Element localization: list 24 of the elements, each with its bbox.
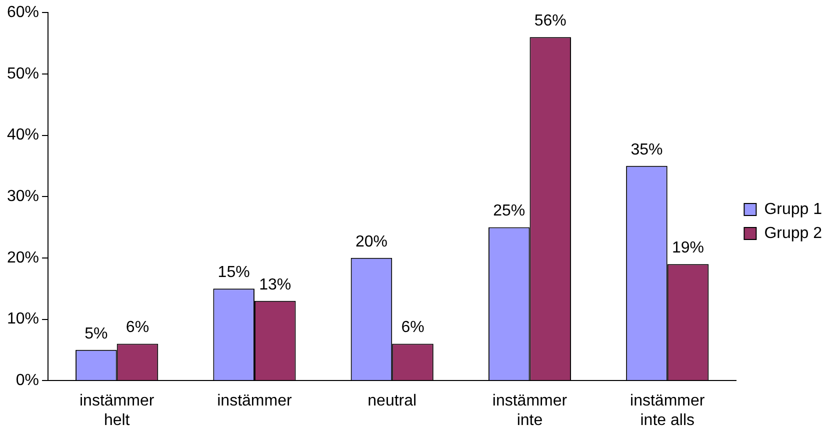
x-tick-label: neutral xyxy=(368,392,417,410)
legend-label: Grupp 2 xyxy=(764,224,822,242)
y-tick-label: 60% xyxy=(6,4,40,22)
y-tick-label: 50% xyxy=(6,65,40,82)
y-tick-label: 40% xyxy=(6,126,40,144)
data-label: 35% xyxy=(630,141,663,158)
data-label: 6% xyxy=(401,319,424,336)
data-label: 15% xyxy=(218,264,250,282)
x-tick-label: instämmer inte xyxy=(492,392,568,429)
y-tick-label: 30% xyxy=(6,188,40,206)
legend-label: Grupp 1 xyxy=(764,200,822,218)
data-label: 13% xyxy=(259,276,292,294)
data-label: 25% xyxy=(493,202,526,220)
y-tick-label: 10% xyxy=(6,310,40,328)
data-label: 19% xyxy=(672,239,704,256)
data-label: 20% xyxy=(355,233,388,250)
data-label: 6% xyxy=(126,319,150,336)
data-label: 56% xyxy=(534,12,566,30)
data-label: 5% xyxy=(84,325,108,342)
y-tick-label: 20% xyxy=(6,249,40,266)
x-tick-label: instämmer inte alls xyxy=(630,392,706,429)
y-tick-label: 0% xyxy=(16,372,40,390)
x-tick-label: instämmer xyxy=(217,392,292,410)
x-tick-label: instämmer helt xyxy=(79,392,155,429)
